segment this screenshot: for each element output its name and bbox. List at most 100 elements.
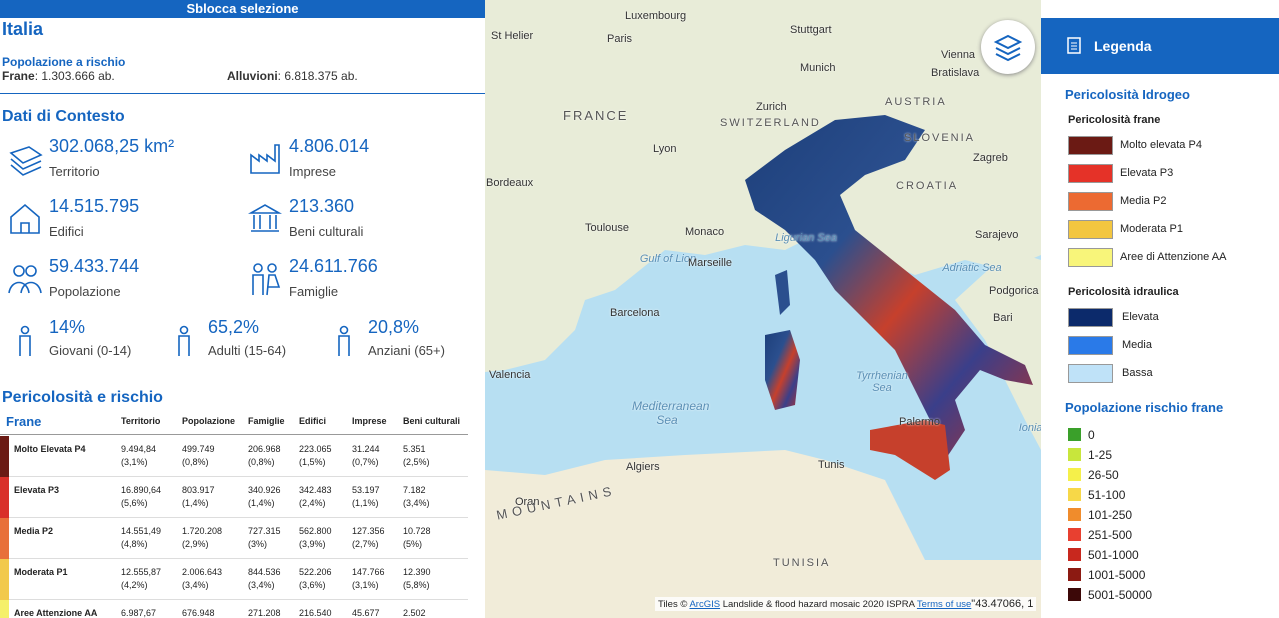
map-label: Ligurian Sea (771, 232, 841, 244)
row-line (9, 599, 468, 600)
row-color (0, 600, 9, 618)
cell: 10.728 (403, 526, 431, 536)
cell: 844.536 (248, 567, 281, 577)
cell: 53.197 (352, 485, 380, 495)
context-icon (7, 261, 43, 297)
legend-title: Legenda (1094, 38, 1152, 54)
cell: 5.351 (403, 444, 426, 454)
table-header: Edifici (299, 416, 326, 426)
cell: 340.926 (248, 485, 281, 495)
coordinates: "43.47066, 1 (971, 598, 1033, 610)
risk-value: : 6.818.375 ab. (278, 69, 358, 83)
map-label: Bordeaux (486, 177, 533, 189)
row-color (0, 559, 9, 600)
risk-label: Frane (2, 69, 35, 83)
legend-label: Molto elevata P4 (1120, 139, 1202, 151)
map-label: Lyon (653, 143, 676, 155)
context-icon (247, 201, 283, 237)
context-icon (7, 201, 43, 237)
cell: 31.244 (352, 444, 380, 454)
population-risk-title: Popolazione a rischio (2, 55, 125, 69)
cell: (3,4%) (248, 580, 275, 590)
table-header: Imprese (352, 416, 387, 426)
map-label: Monaco (685, 226, 724, 238)
context-icon (7, 322, 43, 358)
cell: 2.006.643 (182, 567, 222, 577)
arcgis-link[interactable]: ArcGIS (689, 599, 720, 610)
attribution: Tiles © ArcGIS Landslide & flood hazard … (655, 597, 1036, 611)
info-panel: Sblocca selezione Italia Popolazione a r… (0, 0, 485, 618)
cell: (2,9%) (182, 539, 209, 549)
legend-group-title: Pericolosità idraulica (1068, 286, 1179, 298)
cell: 1.720.208 (182, 526, 222, 536)
legend-label: 26-50 (1088, 468, 1119, 482)
map-label: Stuttgart (790, 24, 832, 36)
map-label: Munich (800, 62, 835, 74)
legend-panel: Legenda Pericolosità Idrogeo Pericolosit… (1041, 18, 1279, 618)
legend-label: 5001-50000 (1088, 588, 1152, 602)
population-risk-item: Alluvioni: 6.818.375 ab. (227, 69, 358, 83)
table-header: Famiglie (248, 416, 285, 426)
cell: (1,4%) (182, 498, 209, 508)
cell: 499.749 (182, 444, 215, 454)
map-label: Podgorica (989, 285, 1039, 297)
map-label: Bari (993, 312, 1013, 324)
age-value: 14% (49, 317, 85, 338)
risk-title: Pericolosità e rischio (2, 389, 163, 407)
legend-label: 0 (1088, 428, 1095, 442)
legend-label: 1001-5000 (1088, 568, 1145, 582)
cell: (3,6%) (299, 580, 326, 590)
map-label: Tyrrhenian Sea (847, 370, 917, 394)
context-label: Edifici (49, 224, 84, 239)
legend-swatch (1068, 192, 1113, 211)
cell: 12.390 (403, 567, 431, 577)
context-value: 14.515.795 (49, 196, 139, 217)
legend-label: Elevata P3 (1120, 167, 1173, 179)
context-value: 213.360 (289, 196, 354, 217)
map-label: Sarajevo (975, 229, 1018, 241)
cell: 45.677 (352, 608, 380, 618)
age-label: Anziani (65+) (368, 343, 445, 358)
legend-swatch (1068, 508, 1081, 521)
unlock-button[interactable]: Sblocca selezione (0, 0, 485, 18)
legend-swatch (1068, 220, 1113, 239)
map-base (485, 0, 1041, 618)
age-value: 65,2% (208, 317, 259, 338)
legend-label: Media P2 (1120, 195, 1166, 207)
sardinia (765, 330, 800, 410)
sicily (870, 420, 950, 480)
legend-label: 51-100 (1088, 488, 1125, 502)
cell: (3,4%) (403, 498, 430, 508)
legend-label: 251-500 (1088, 528, 1132, 542)
table-header: Frane (6, 414, 41, 429)
context-icon (166, 322, 202, 358)
row-name: Media P2 (14, 526, 53, 536)
cell: (1,4%) (248, 498, 275, 508)
cell: 676.948 (182, 608, 215, 618)
corsica (775, 270, 790, 315)
map-label: Zagreb (973, 152, 1008, 164)
map-label: Bratislava (931, 67, 979, 79)
map-label: CROATIA (896, 180, 958, 192)
legend-swatch (1068, 488, 1081, 501)
map-label: Luxembourg (625, 10, 686, 22)
cell: 12.555,87 (121, 567, 161, 577)
context-label: Imprese (289, 164, 336, 179)
cell: 6.987,67 (121, 608, 156, 618)
layers-button[interactable] (981, 20, 1035, 74)
legend-section: Pericolosità Idrogeo (1065, 87, 1190, 102)
legend-label: 501-1000 (1088, 548, 1139, 562)
terms-link[interactable]: Terms of use (917, 599, 971, 610)
cell: 562.800 (299, 526, 332, 536)
row-line (9, 476, 468, 477)
context-label: Territorio (49, 164, 100, 179)
map[interactable]: LuxembourgStuttgartSt HelierParisMunichV… (485, 0, 1041, 618)
cell: 147.766 (352, 567, 385, 577)
legend-label: 101-250 (1088, 508, 1132, 522)
cell: 342.483 (299, 485, 332, 495)
map-label: SLOVENIA (904, 132, 975, 144)
map-label: SWITZERLAND (720, 117, 821, 129)
row-color (0, 477, 9, 518)
